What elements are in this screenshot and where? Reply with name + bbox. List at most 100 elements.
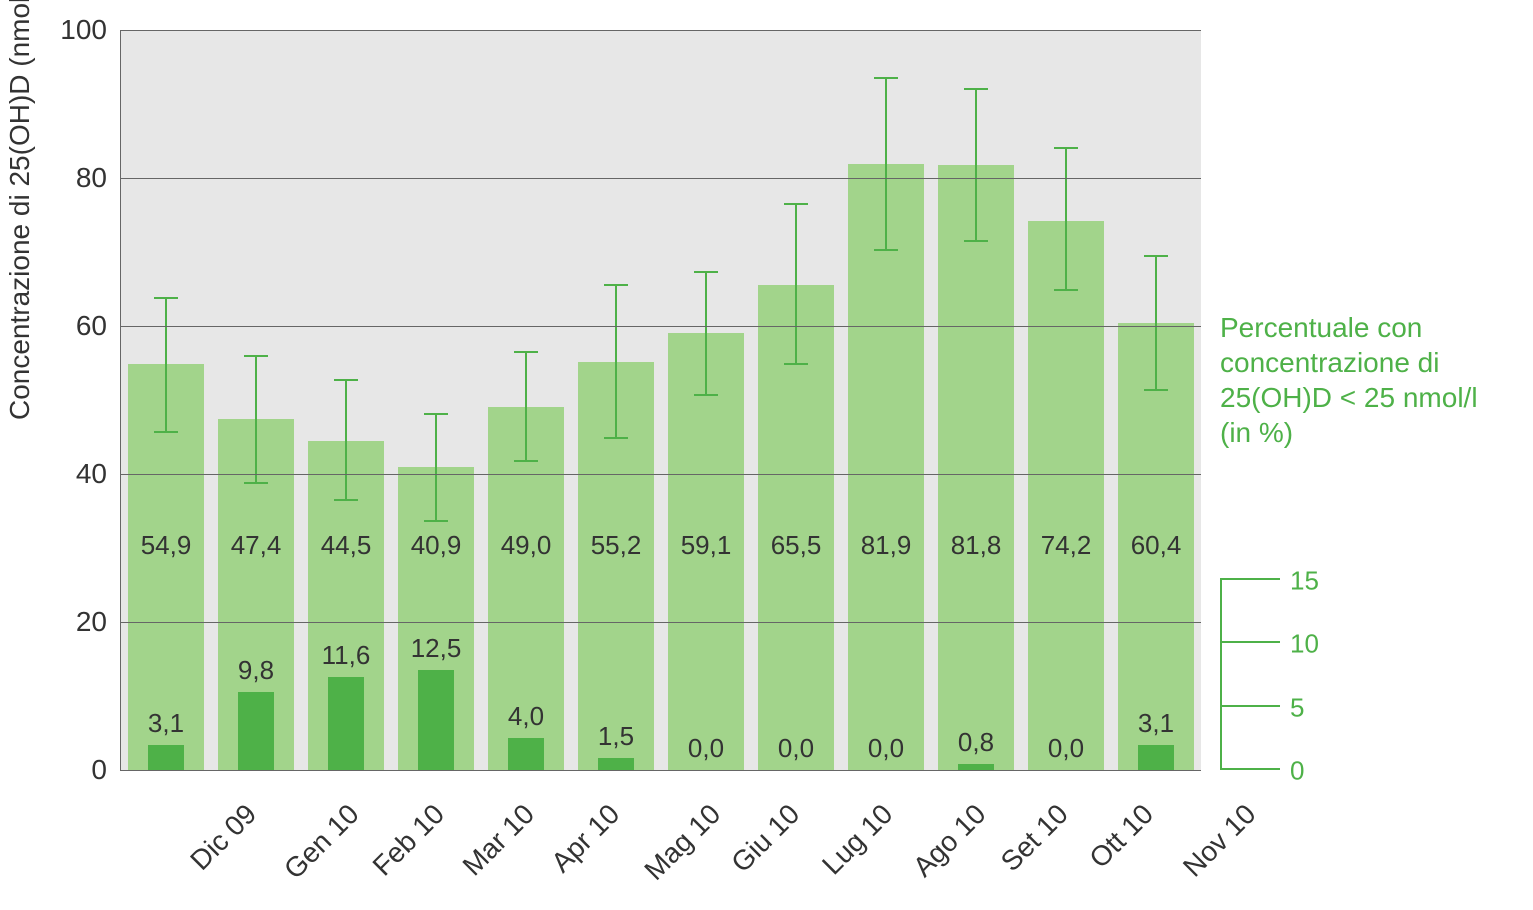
error-cap (514, 351, 538, 353)
gridline (121, 30, 1201, 31)
error-cap (334, 499, 358, 501)
error-cap (244, 355, 268, 357)
x-tick-label: Giu 10 (725, 798, 806, 879)
error-cap (604, 284, 628, 286)
bar-slot: 55,21,5 (571, 30, 661, 770)
x-axis-labels: Dic 09Gen 10Feb 10Mar 10Apr 10Mag 10Giu … (120, 780, 1200, 900)
x-tick-label: Mar 10 (457, 798, 541, 882)
sec-axis-tick-label: 15 (1290, 566, 1319, 597)
pct-value-label: 11,6 (301, 640, 391, 671)
error-bar (885, 78, 887, 250)
pct-value-label: 3,1 (1111, 708, 1201, 739)
pct-bar (958, 764, 994, 770)
bar-slot: 47,49,8 (211, 30, 301, 770)
gridline (121, 178, 1201, 179)
main-value-label: 65,5 (751, 530, 841, 561)
x-tick-label: Feb 10 (367, 798, 451, 882)
error-cap (1054, 289, 1078, 291)
sec-axis-tick-label: 10 (1290, 629, 1319, 660)
error-cap (964, 240, 988, 242)
error-cap (604, 437, 628, 439)
bar-slot: 65,5 0,0 (751, 30, 841, 770)
pct-value-label: 0,0 (751, 733, 841, 764)
pct-value-label: 0,0 (841, 733, 931, 764)
error-cap (154, 297, 178, 299)
gridline (121, 326, 1201, 327)
pct-bar (598, 758, 634, 770)
pct-bar (1138, 745, 1174, 770)
main-value-label: 54,9 (121, 530, 211, 561)
main-value-label: 59,1 (661, 530, 751, 561)
x-tick-label: Ott 10 (1083, 798, 1160, 875)
x-tick-label: Dic 09 (184, 798, 263, 877)
y-tick-label: 40 (76, 458, 107, 490)
error-cap (154, 431, 178, 433)
main-value-label: 49,0 (481, 530, 571, 561)
error-cap (1054, 147, 1078, 149)
main-bar (1028, 221, 1104, 770)
main-bar (848, 164, 924, 770)
error-bar (975, 89, 977, 241)
chart-container: Concentrazione di 25(OH)D (nmol/l) 54,93… (0, 0, 1533, 910)
main-value-label: 81,9 (841, 530, 931, 561)
main-value-label: 74,2 (1021, 530, 1111, 561)
error-bar (345, 380, 347, 500)
y-tick-label: 100 (60, 14, 107, 46)
pct-bar (328, 677, 364, 770)
main-value-label: 60,4 (1111, 530, 1201, 561)
error-cap (424, 520, 448, 522)
sec-axis-tick (1220, 641, 1280, 643)
error-cap (1144, 255, 1168, 257)
bar-slot: 81,80,8 (931, 30, 1021, 770)
x-tick-label: Apr 10 (545, 798, 626, 879)
main-bar (938, 165, 1014, 770)
pct-value-label: 3,1 (121, 708, 211, 739)
sec-axis-tick-label: 5 (1290, 692, 1304, 723)
error-bar (705, 272, 707, 395)
sec-axis-tick (1220, 705, 1280, 707)
bar-slot: 60,4 3,1 (1111, 30, 1201, 770)
main-value-label: 81,8 (931, 530, 1021, 561)
pct-bar (418, 670, 454, 770)
plot-area: 54,93,147,49,844,511,640,912,549,04,055,… (120, 30, 1201, 771)
error-bar (165, 298, 167, 432)
error-cap (424, 413, 448, 415)
y-tick-label: 0 (91, 754, 107, 786)
error-bar (795, 204, 797, 365)
bar-slot: 40,9 12,5 (391, 30, 481, 770)
x-tick-label: Set 10 (995, 798, 1075, 878)
y-tick-label: 60 (76, 310, 107, 342)
error-cap (964, 88, 988, 90)
x-tick-label: Mag 10 (638, 798, 727, 887)
x-tick-label: Lug 10 (816, 798, 899, 881)
x-tick-label: Ago 10 (907, 798, 992, 883)
error-bar (525, 352, 527, 462)
main-value-label: 44,5 (301, 530, 391, 561)
sec-axis-line (1220, 580, 1222, 770)
bar-slot: 81,9 0,0 (841, 30, 931, 770)
error-cap (784, 203, 808, 205)
bar-slot: 54,9 3,1 (121, 30, 211, 770)
y-tick-label: 80 (76, 162, 107, 194)
error-bar (1155, 256, 1157, 390)
error-cap (514, 460, 538, 462)
secondary-axis: 051015 (1220, 580, 1420, 770)
pct-value-label: 0,0 (1021, 733, 1111, 764)
error-cap (694, 271, 718, 273)
sec-axis-tick (1220, 768, 1280, 770)
bar-slot: 49,04,0 (481, 30, 571, 770)
legend-text: Percentuale con concentrazione di 25(OH)… (1220, 310, 1510, 450)
sec-axis-tick (1220, 578, 1280, 580)
x-tick-label: Nov 10 (1177, 798, 1262, 883)
pct-value-label: 12,5 (391, 633, 481, 664)
main-value-label: 40,9 (391, 530, 481, 561)
x-tick-label: Gen 10 (278, 798, 366, 886)
bars-layer: 54,93,147,49,844,511,640,912,549,04,055,… (121, 30, 1201, 770)
gridline (121, 474, 1201, 475)
pct-value-label: 0,0 (661, 733, 751, 764)
error-cap (1144, 389, 1168, 391)
main-value-label: 55,2 (571, 530, 661, 561)
error-bar (615, 285, 617, 438)
error-bar (1065, 148, 1067, 290)
error-cap (694, 394, 718, 396)
